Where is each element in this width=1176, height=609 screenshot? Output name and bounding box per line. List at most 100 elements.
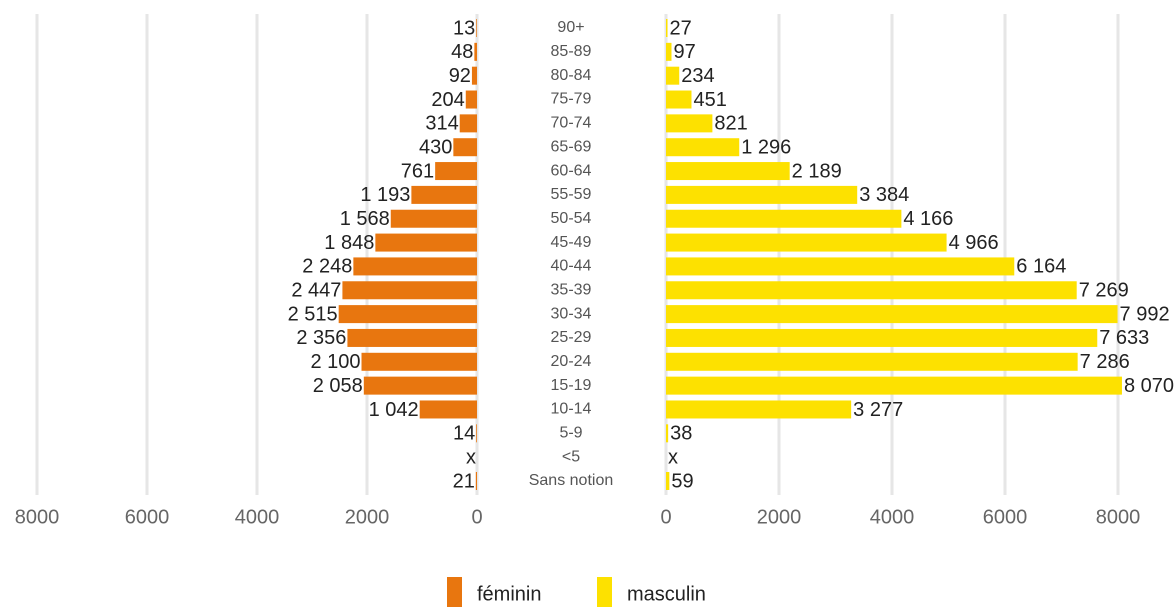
value-label: 1 568 — [340, 208, 390, 230]
bar — [453, 138, 477, 157]
value-label: 2 356 — [296, 327, 346, 349]
x-tick-label: 0 — [471, 506, 482, 528]
category-label: 5-9 — [559, 425, 582, 442]
value-label: 2 515 — [288, 303, 338, 325]
value-label: 204 — [431, 89, 464, 111]
bar — [411, 185, 477, 204]
category-label: 20-24 — [551, 353, 592, 370]
value-label: 27 — [670, 17, 692, 39]
category-label: 55-59 — [551, 186, 592, 203]
bar — [666, 305, 1118, 324]
legend-label: féminin — [477, 583, 541, 605]
category-label: 45-49 — [551, 234, 592, 251]
bar — [459, 114, 477, 133]
x-tick-label: 8000 — [15, 506, 60, 528]
bar — [363, 376, 477, 395]
category-label: 35-39 — [551, 281, 592, 298]
value-label: x — [466, 446, 476, 468]
value-label: 7 992 — [1120, 303, 1170, 325]
category-label: 80-84 — [551, 67, 592, 84]
value-label: 430 — [419, 136, 452, 158]
category-label: 85-89 — [551, 43, 592, 60]
value-label: 2 447 — [291, 280, 341, 302]
bar — [666, 185, 858, 204]
x-tick-label: 0 — [660, 506, 671, 528]
category-label: 30-34 — [551, 305, 592, 322]
bar — [338, 305, 477, 324]
category-label: 50-54 — [551, 210, 592, 227]
bar — [435, 162, 477, 181]
legend-swatch — [447, 577, 462, 607]
x-tick-label: 4000 — [235, 506, 280, 528]
category-label: <5 — [562, 448, 580, 465]
bar — [666, 233, 947, 252]
bar — [666, 472, 670, 490]
category-label: 90+ — [557, 19, 584, 36]
value-label: 451 — [693, 89, 726, 111]
legend-label: masculin — [627, 583, 706, 605]
value-label: 1 193 — [360, 184, 410, 206]
category-label: 25-29 — [551, 329, 592, 346]
bar — [666, 138, 740, 157]
bar — [419, 400, 477, 419]
value-label: 1 042 — [369, 399, 419, 421]
bar — [471, 66, 477, 85]
value-label: 59 — [671, 470, 693, 492]
value-label: 2 248 — [302, 256, 352, 278]
value-label: 4 166 — [903, 208, 953, 230]
bar — [666, 424, 669, 443]
value-label: 7 286 — [1080, 351, 1130, 373]
value-label: 314 — [425, 113, 458, 135]
bar — [353, 257, 477, 276]
x-tick-label: 4000 — [870, 506, 915, 528]
value-label: 38 — [670, 423, 692, 445]
bar — [476, 19, 477, 37]
bar — [666, 257, 1015, 276]
value-label: 8 070 — [1124, 375, 1174, 397]
x-tick-label: 2000 — [757, 506, 802, 528]
category-label: 15-19 — [551, 377, 592, 394]
value-label: 48 — [451, 41, 473, 63]
value-label: 3 384 — [859, 184, 909, 206]
x-tick-label: 6000 — [983, 506, 1028, 528]
bar — [666, 162, 790, 181]
value-label: 14 — [453, 423, 475, 445]
category-label: 40-44 — [551, 258, 592, 275]
value-label: 821 — [714, 113, 747, 135]
category-label: Sans notion — [529, 472, 614, 489]
value-label: 4 966 — [949, 232, 999, 254]
bar — [342, 281, 477, 300]
value-label: x — [668, 446, 678, 468]
value-label: 21 — [453, 470, 475, 492]
bar — [666, 328, 1098, 347]
value-label: 761 — [401, 160, 434, 182]
bar — [375, 233, 477, 252]
value-label: 2 100 — [310, 351, 360, 373]
x-tick-label: 8000 — [1096, 506, 1141, 528]
bar — [666, 42, 672, 61]
bar — [361, 352, 477, 371]
value-label: 1 848 — [324, 232, 374, 254]
bar — [476, 424, 477, 443]
value-label: 97 — [673, 41, 695, 63]
x-tick-label: 6000 — [125, 506, 170, 528]
value-label: 92 — [449, 65, 471, 87]
bar — [666, 400, 852, 419]
x-tick-label: 2000 — [345, 506, 390, 528]
value-label: 7 269 — [1079, 280, 1129, 302]
value-label: 13 — [453, 17, 475, 39]
value-label: 7 633 — [1099, 327, 1149, 349]
value-label: 3 277 — [853, 399, 903, 421]
category-label: 10-14 — [551, 401, 592, 418]
bar — [666, 114, 713, 133]
bar — [666, 90, 692, 109]
category-label: 60-64 — [551, 162, 592, 179]
bar — [347, 328, 477, 347]
category-label: 75-79 — [551, 91, 592, 108]
bar — [666, 209, 902, 228]
legend-swatch — [597, 577, 612, 607]
value-label: 2 189 — [792, 160, 842, 182]
bar — [666, 376, 1122, 395]
bar — [666, 281, 1077, 300]
bar — [390, 209, 477, 228]
